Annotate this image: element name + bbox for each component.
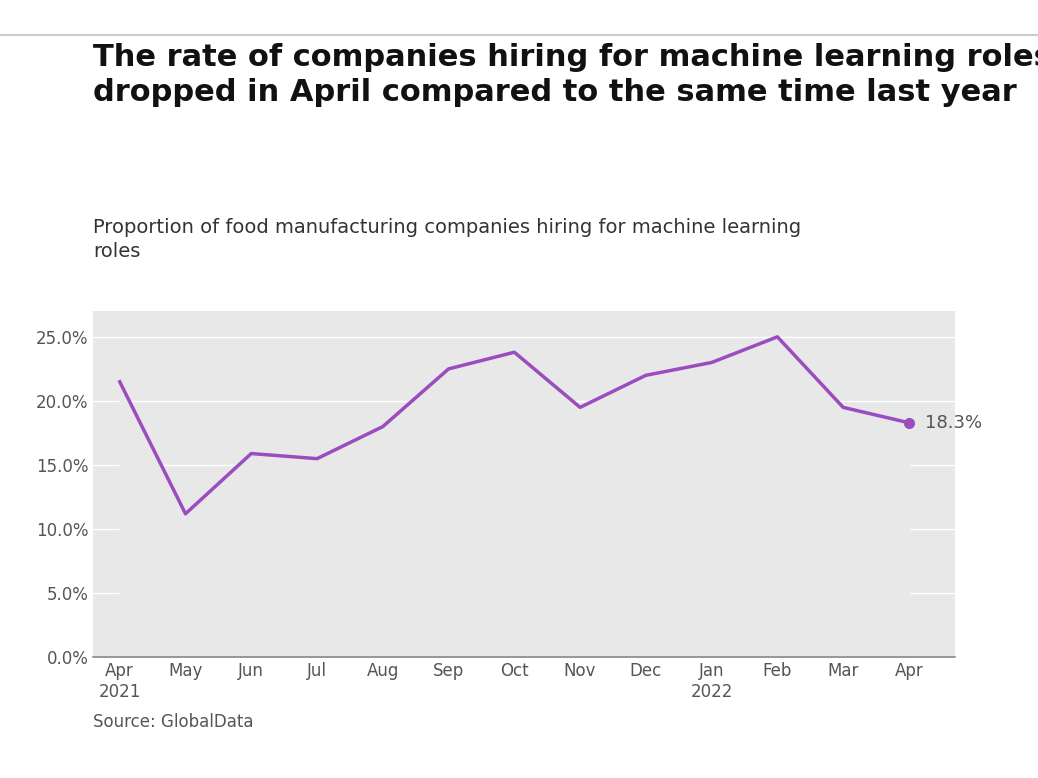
Text: Proportion of food manufacturing companies hiring for machine learning
roles: Proportion of food manufacturing compani… bbox=[93, 218, 801, 261]
Text: The rate of companies hiring for machine learning roles
dropped in April compare: The rate of companies hiring for machine… bbox=[93, 43, 1038, 107]
Text: 18.3%: 18.3% bbox=[925, 414, 983, 432]
Text: Source: GlobalData: Source: GlobalData bbox=[93, 713, 254, 731]
